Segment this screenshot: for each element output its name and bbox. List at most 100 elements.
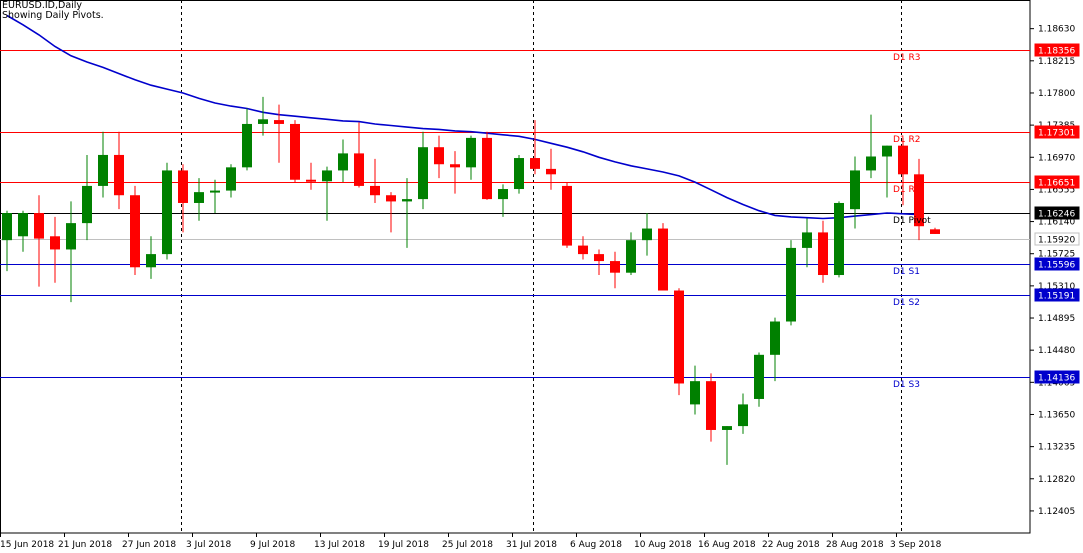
candle-body-9[interactable] [146,254,156,268]
candle-body-27[interactable] [434,147,444,165]
candle-body-54[interactable] [866,156,876,171]
candle-body-13[interactable] [210,190,220,193]
candle-body-7[interactable] [114,154,124,196]
candle-body-31[interactable] [498,189,508,200]
candle-body-6[interactable] [98,154,108,186]
candle-body-53[interactable] [850,170,860,210]
chart-symbol-label: EURUSD.ID,Daily [2,0,83,11]
candle-body-55[interactable] [882,145,892,157]
price-box-1 [1034,125,1080,139]
x-tick-label-6: 19 Jul 2018 [378,540,429,550]
y-tick-label-15: 1.12405 [1038,507,1075,517]
pivot-label-d1-r1: D1 R1 [893,185,921,195]
candle-body-48[interactable] [770,321,780,355]
pivot-label-d1-s1: D1 S1 [893,267,920,277]
x-tick-label-7: 25 Jul 2018 [442,540,493,550]
candle-body-10[interactable] [162,170,172,255]
candle-body-8[interactable] [130,195,140,268]
candle-body-21[interactable] [338,153,348,171]
price-box-0 [1034,43,1080,57]
candle-body-33[interactable] [530,158,540,169]
y-tick-label-5: 1.16555 [1038,185,1075,195]
candle-body-36[interactable] [578,245,588,255]
candle-body-24[interactable] [386,195,396,202]
candle-body-58[interactable] [930,229,940,234]
x-tick-label-10: 10 Aug 2018 [634,540,692,550]
candle-body-45[interactable] [722,426,732,430]
candle-body-47[interactable] [754,354,764,399]
candle-body-52[interactable] [834,202,844,276]
candle-body-18[interactable] [290,123,300,180]
candle-body-0[interactable] [2,213,12,241]
candle-body-43[interactable] [690,381,700,405]
candle-body-35[interactable] [562,185,572,246]
candle-body-44[interactable] [706,381,716,430]
chart-indicator-label: Showing Daily Pivots. [2,10,104,21]
candle-body-11[interactable] [178,170,188,203]
candle-body-19[interactable] [306,179,316,182]
candle-body-56[interactable] [898,145,908,175]
x-tick-label-0: 15 Jun 2018 [0,540,54,550]
candle-body-5[interactable] [82,185,92,224]
candle-body-30[interactable] [482,137,492,200]
candle-body-29[interactable] [466,137,476,168]
candle-body-49[interactable] [786,247,796,322]
candle-body-23[interactable] [370,185,380,196]
price-box-label-5: 1.15596 [1038,261,1075,271]
price-box-7 [1034,370,1080,384]
x-tick-label-9: 6 Aug 2018 [570,540,622,550]
y-tick-label-12: 1.13650 [1038,410,1075,420]
candle-body-12[interactable] [194,192,204,203]
candle-body-32[interactable] [514,158,524,190]
candle-body-34[interactable] [546,168,556,175]
plot-frame [0,0,1031,534]
x-tick-label-14: 3 Sep 2018 [890,540,942,550]
price-box-label-4: 1.15920 [1038,236,1075,246]
y-tick-label-7: 1.15725 [1038,250,1075,260]
candle-body-4[interactable] [66,223,76,250]
candle-body-41[interactable] [658,228,668,291]
candle-body-15[interactable] [242,123,252,168]
x-tick-label-2: 27 Jun 2018 [122,540,176,550]
candle-body-20[interactable] [322,170,332,182]
y-tick-label-14: 1.12820 [1038,475,1075,485]
candle-body-38[interactable] [610,261,620,273]
candle-body-25[interactable] [402,199,412,202]
candle-body-37[interactable] [594,254,604,262]
candle-body-51[interactable] [818,232,828,276]
candle-body-26[interactable] [418,147,428,200]
candle-body-16[interactable] [258,119,268,124]
y-tick-label-8: 1.15310 [1038,282,1075,292]
pivot-label-d1-s3: D1 S3 [893,380,920,390]
price-box-label-7: 1.14136 [1038,374,1075,384]
candle-body-46[interactable] [738,404,748,427]
candle-body-50[interactable] [802,232,812,248]
price-box-label-6: 1.15191 [1038,292,1075,302]
candle-body-22[interactable] [354,153,364,186]
price-box-label-3: 1.16246 [1038,210,1075,220]
candle-body-2[interactable] [34,213,44,239]
price-box-3 [1034,206,1080,220]
price-box-5 [1034,257,1080,271]
candle-body-1[interactable] [18,213,28,237]
x-tick-label-11: 16 Aug 2018 [698,540,756,550]
candle-body-42[interactable] [674,290,684,384]
candle-body-40[interactable] [642,228,652,241]
pivot-label-d1-pivot: D1 Pivot [893,216,931,226]
price-box-4 [1034,232,1080,246]
y-tick-label-1: 1.18215 [1038,57,1075,67]
y-tick-label-4: 1.16970 [1038,153,1075,163]
x-tick-label-8: 31 Jul 2018 [506,540,557,550]
pivot-label-d1-r3: D1 R3 [893,53,921,63]
x-tick-label-12: 22 Aug 2018 [762,540,820,550]
pivot-label-d1-s2: D1 S2 [893,298,920,308]
candle-body-14[interactable] [226,167,236,191]
candle-body-3[interactable] [50,236,60,250]
candle-body-17[interactable] [274,120,284,124]
candle-body-57[interactable] [914,174,924,227]
y-tick-label-6: 1.16140 [1038,218,1075,228]
candle-body-39[interactable] [626,240,636,273]
x-tick-label-5: 13 Jul 2018 [314,540,365,550]
candle-body-28[interactable] [450,164,460,168]
